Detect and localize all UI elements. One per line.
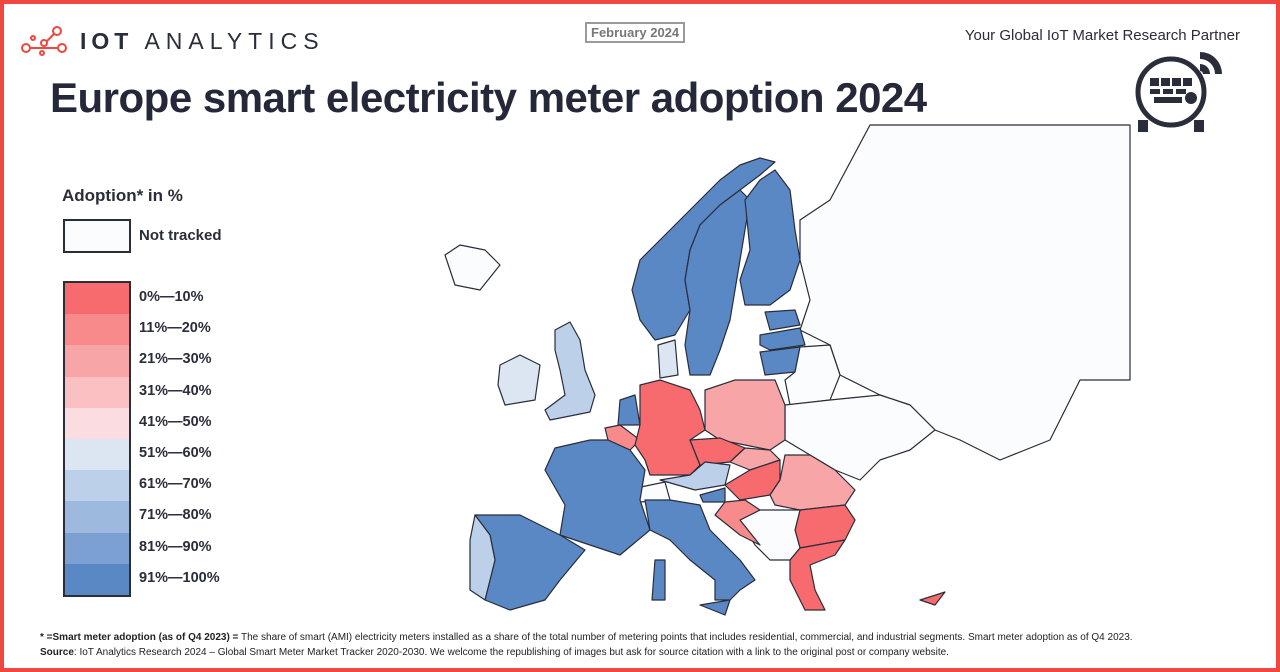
legend-swatch [65, 314, 129, 346]
logo-wordmark: IOT ANALYTICS [80, 27, 325, 54]
country-cyprus [919, 591, 946, 606]
page-title: Europe smart electricity meter adoption … [50, 74, 927, 121]
legend-swatch [65, 376, 129, 408]
footnote: * =Smart meter adoption (as of Q4 2023) … [40, 632, 1133, 643]
legend-bin-label: 61%—70% [139, 476, 212, 493]
legend-bin-label: 41%—50% [139, 413, 212, 430]
country-portugal [469, 514, 496, 601]
country-ireland [497, 354, 541, 406]
legend-color-scale [63, 281, 131, 597]
legend-not-tracked-swatch [63, 219, 131, 253]
country-romania [769, 454, 856, 511]
country-finland [739, 169, 801, 306]
tagline: Your Global IoT Market Research Partner [964, 27, 1240, 44]
country-sardinia [651, 559, 666, 601]
legend-swatch [65, 532, 129, 564]
legend-bin-label: 91%—100% [139, 569, 220, 586]
country-croatia [714, 499, 761, 546]
country-denmark [657, 339, 679, 379]
iot-analytics-logo: IOT ANALYTICS [20, 26, 325, 56]
country-slovakia [729, 447, 781, 471]
country-latvia [759, 327, 806, 351]
legend-swatch [65, 407, 129, 439]
country-belarus [784, 344, 841, 406]
legend-bin-label: 11%—20% [139, 320, 211, 337]
country-slovenia [699, 487, 726, 503]
legend-not-tracked-label: Not tracked [139, 227, 222, 244]
legend-title: Adoption* in % [62, 186, 183, 205]
legend-bin-label: 51%—60% [139, 444, 212, 461]
legend-swatch [65, 501, 129, 533]
source-note: Source: IoT Analytics Research 2024 – Gl… [40, 647, 949, 658]
country-iceland [444, 244, 501, 291]
country-greece [789, 539, 846, 611]
legend-swatch [65, 283, 129, 315]
legend-swatch [65, 470, 129, 502]
country-germany [634, 379, 706, 476]
country-bulgaria [794, 504, 856, 549]
country-sweden [684, 189, 751, 376]
legend-swatch [65, 563, 129, 595]
legend-swatch [65, 345, 129, 377]
legend-swatch [65, 438, 129, 471]
country-estonia [764, 309, 801, 331]
legend-bin-label: 81%—90% [139, 538, 212, 555]
date-badge: February 2024 [585, 22, 686, 43]
country-sicily [699, 599, 731, 616]
country-poland [704, 379, 786, 451]
country-united-kingdom [544, 321, 596, 421]
country-lithuania [759, 346, 801, 376]
country-austria [659, 461, 731, 491]
legend-bin-label: 21%—30% [139, 351, 212, 368]
smart-meter-icon [1135, 52, 1222, 132]
legend-scale-labels: 0%—10% 11%—20% 21%—30% 31%—40% 41%—50% 51%—60… [139, 281, 220, 593]
network-nodes-icon [21, 26, 67, 56]
country-russia [799, 124, 1131, 461]
legend-bin-label: 0%—10% [139, 289, 204, 305]
country-netherlands [617, 394, 641, 426]
country-ukraine [784, 394, 936, 481]
legend-bin-label: 71%—80% [139, 507, 212, 524]
country-italy [644, 499, 756, 601]
legend-bin-label: 31%—40% [139, 382, 212, 399]
